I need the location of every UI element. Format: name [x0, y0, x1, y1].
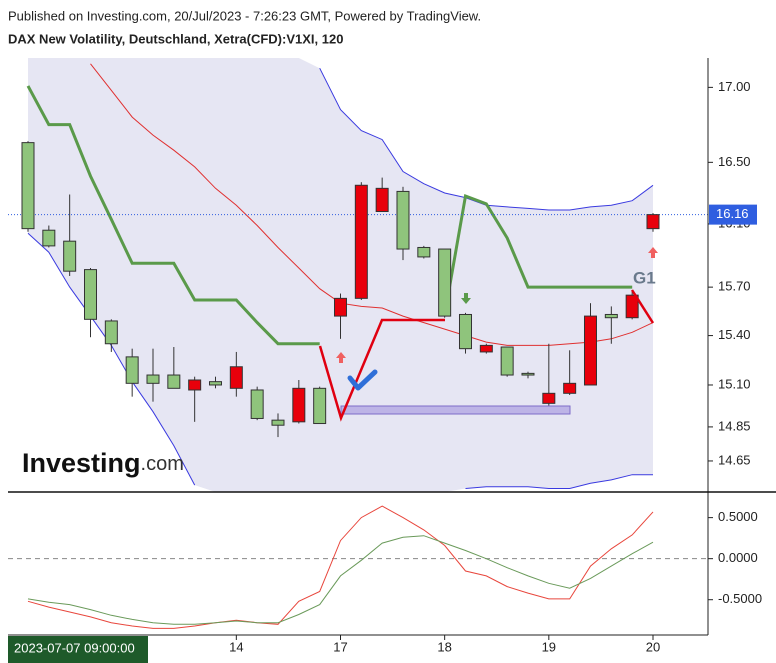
candle-body: [438, 248, 452, 317]
candle-body: [21, 142, 35, 230]
candle-body: [417, 246, 431, 258]
indicator-line: [26, 85, 633, 346]
candle-body: [83, 269, 97, 320]
x-tick-label: 18: [437, 639, 451, 654]
candle-body: [250, 389, 264, 419]
candle-body: [563, 382, 577, 394]
candle-body: [63, 240, 77, 272]
y-tick-label: 15.10: [718, 376, 751, 391]
candle-body: [125, 356, 139, 384]
candle-body: [167, 374, 181, 389]
last-price-label: 16.16: [716, 206, 749, 221]
y-tick-label: 15.70: [718, 279, 751, 294]
candle-body: [146, 374, 160, 384]
watermark-suffix: .com: [141, 453, 184, 475]
x-tick-label: 17: [333, 639, 347, 654]
candle-body: [604, 313, 618, 319]
candle-body: [583, 315, 597, 386]
last-price-box: [709, 204, 757, 225]
candle-body: [42, 229, 56, 247]
candle-body: [188, 379, 202, 391]
candle-body: [521, 372, 535, 376]
y-tick-label: 16.50: [718, 154, 751, 169]
symbol-title: DAX New Volatility, Deutschland, Xetra(C…: [8, 31, 343, 46]
oscillator-pane: [8, 505, 708, 629]
candle-body: [333, 297, 347, 317]
y-tick-label: -0.5000: [718, 591, 762, 606]
crosshair-label: 2023-07-07 09:00:00: [14, 640, 135, 655]
candle-body: [646, 214, 660, 230]
oscillator-line: [27, 505, 654, 629]
drawn-line: [630, 289, 655, 324]
candle-body: [313, 387, 327, 425]
crosshair-box: [8, 636, 148, 663]
y-tick-label: 14.65: [718, 452, 751, 467]
oscillator-line: [27, 535, 654, 625]
candle-body: [479, 344, 493, 353]
candle-body: [375, 187, 389, 213]
drawings: G1: [318, 247, 658, 422]
candle-body: [292, 387, 306, 423]
y-tick-label: 15.40: [718, 327, 751, 342]
watermark-brand: Investing: [22, 448, 141, 478]
y-tick-label: 17.00: [718, 79, 751, 94]
candle-body: [208, 381, 222, 386]
annotation: G1: [633, 268, 656, 287]
zone-box: [340, 405, 571, 415]
candle-body: [271, 419, 285, 426]
y-tick-label: 14.85: [718, 418, 751, 433]
watermark: Investing.com: [22, 448, 184, 478]
candle-body: [354, 184, 368, 299]
candle-body: [542, 392, 556, 404]
candle-body: [104, 320, 118, 345]
x-tick-label: 20: [646, 639, 660, 654]
band-fill: [28, 58, 653, 492]
x-tick-label: 19: [542, 639, 556, 654]
candle-body: [458, 313, 472, 350]
indicator-line: [90, 63, 654, 346]
candle-body: [229, 366, 243, 389]
down-arrow: [461, 293, 471, 304]
up-arrow: [336, 352, 346, 363]
x-tick-label: 14: [229, 639, 243, 654]
drawn-line: [318, 318, 445, 422]
up-arrow: [648, 247, 658, 258]
candle-body: [500, 346, 514, 376]
candle-body: [625, 294, 639, 319]
y-tick-label: 0.5000: [718, 509, 758, 524]
y-tick-label: 0.0000: [718, 550, 758, 565]
price-pane: [8, 58, 708, 492]
check-mark: [347, 369, 378, 391]
publish-info: Published on Investing.com, 20/Jul/2023 …: [8, 8, 481, 23]
candle-body: [396, 190, 410, 250]
axes: 14.6514.8515.1015.4015.7016.1016.5017.00…: [8, 58, 776, 654]
